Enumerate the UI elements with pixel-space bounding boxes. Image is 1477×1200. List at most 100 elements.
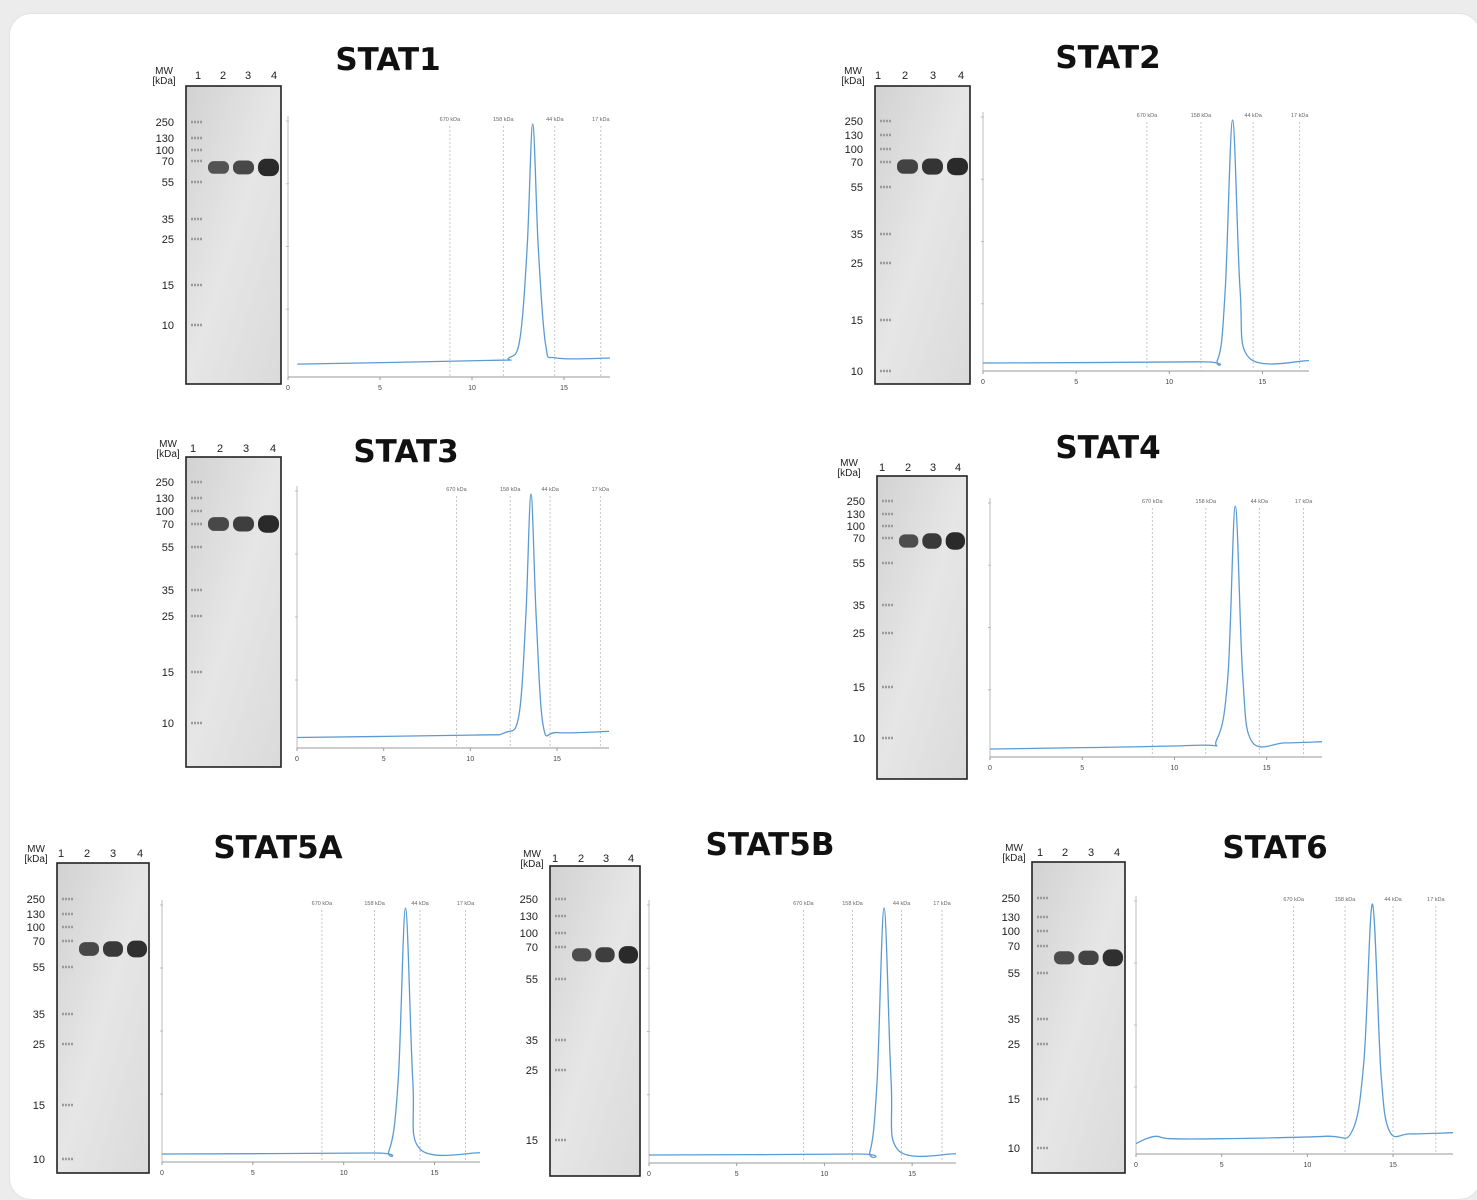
x-tick-label: 15 xyxy=(1263,765,1271,772)
calibration-marker-label: 158 kDa xyxy=(500,487,521,493)
calibration-marker-label: 17 kDa xyxy=(592,117,610,123)
ladder-tick-label: 250 xyxy=(1002,893,1020,905)
gel-lane-label: 1 xyxy=(879,462,885,474)
gel-image xyxy=(185,85,282,385)
gel-kda-label: [kDa] xyxy=(841,76,865,87)
x-tick-label: 15 xyxy=(560,385,568,392)
gel-mw-label: MW xyxy=(1005,843,1023,854)
gel-image xyxy=(876,475,968,780)
gel-lane-label: 3 xyxy=(1088,847,1094,859)
calibration-marker-label: 670 kDa xyxy=(1137,113,1158,119)
protein-band xyxy=(103,941,123,957)
calibration-marker-label: 44 kDa xyxy=(411,901,429,907)
gel-lane-label: 1 xyxy=(195,70,201,82)
calibration-marker-label: 670 kDa xyxy=(312,901,333,907)
gel-lane-label: 3 xyxy=(110,848,116,860)
x-tick-label: 15 xyxy=(1389,1162,1397,1169)
calibration-marker-label: 670 kDa xyxy=(440,117,461,123)
ladder-tick-label: 25 xyxy=(853,628,865,640)
gel-image xyxy=(56,862,150,1174)
calibration-marker-label: 44 kDa xyxy=(893,901,911,907)
gel-image xyxy=(185,456,282,768)
x-tick-label: 10 xyxy=(821,1171,829,1178)
ladder-tick-label: 55 xyxy=(33,962,45,974)
ladder-tick-label: 100 xyxy=(847,521,865,533)
gel-lane-label: 2 xyxy=(220,70,226,82)
ladder-tick-label: 100 xyxy=(1002,926,1020,938)
ladder-tick-label: 130 xyxy=(1002,912,1020,924)
ladder-tick-label: 25 xyxy=(851,258,863,270)
calibration-marker-label: 44 kDa xyxy=(1384,897,1402,903)
gel-lane-label: 2 xyxy=(217,443,223,455)
ladder-tick-label: 35 xyxy=(162,214,174,226)
ladder-tick-label: 130 xyxy=(27,909,45,921)
protein-band xyxy=(618,946,638,964)
calibration-marker-label: 670 kDa xyxy=(1283,897,1304,903)
gel-mw-label: MW xyxy=(523,849,541,860)
x-tick-label: 0 xyxy=(988,765,992,772)
x-tick-label: 0 xyxy=(647,1171,651,1178)
ladder-tick-label: 250 xyxy=(156,117,174,129)
ladder-tick-label: 25 xyxy=(1008,1039,1020,1051)
ladder-tick-label: 130 xyxy=(845,130,863,142)
calibration-marker-label: 158 kDa xyxy=(1335,897,1356,903)
x-tick-label: 5 xyxy=(1074,379,1078,386)
ladder-tick-label: 70 xyxy=(33,936,45,948)
protein-band xyxy=(233,160,254,175)
ladder-tick-label: 130 xyxy=(520,911,538,923)
ladder-tick-label: 10 xyxy=(33,1154,45,1166)
chromatogram-trace xyxy=(982,119,1310,366)
gel-mw-label: MW xyxy=(159,439,177,450)
calibration-marker-label: 17 kDa xyxy=(1291,113,1309,119)
calibration-marker-label: 44 kDa xyxy=(546,117,564,123)
gel-lane-label: 3 xyxy=(930,462,936,474)
ladder-tick-label: 250 xyxy=(520,894,538,906)
protein-band xyxy=(258,158,279,177)
ladder-tick-label: 35 xyxy=(33,1009,45,1021)
x-tick-label: 10 xyxy=(340,1170,348,1177)
chromatogram-trace xyxy=(1135,903,1454,1145)
ladder-tick-label: 15 xyxy=(162,667,174,679)
ladder-tick-label: 25 xyxy=(33,1039,45,1051)
gel-lane-label: 4 xyxy=(271,70,277,82)
chart-title: STAT6 xyxy=(1222,830,1327,866)
ladder-tick-label: 70 xyxy=(162,519,174,531)
x-tick-label: 5 xyxy=(735,1171,739,1178)
ladder-tick-label: 70 xyxy=(162,156,174,168)
chart-title: STAT5B xyxy=(706,827,835,863)
x-tick-label: 15 xyxy=(1259,379,1267,386)
x-tick-label: 5 xyxy=(1220,1162,1224,1169)
chromatogram-trace xyxy=(161,907,481,1157)
protein-band xyxy=(233,516,254,532)
ladder-tick-label: 10 xyxy=(1008,1143,1020,1155)
protein-band xyxy=(1078,950,1099,965)
protein-band xyxy=(208,161,229,174)
gel-lane-label: 3 xyxy=(603,853,609,865)
ladder-tick-label: 10 xyxy=(853,733,865,745)
ladder-tick-label: 100 xyxy=(845,144,863,156)
calibration-marker-label: 44 kDa xyxy=(1244,113,1262,119)
calibration-marker-label: 17 kDa xyxy=(457,901,475,907)
ladder-tick-label: 35 xyxy=(851,229,863,241)
ladder-tick-label: 15 xyxy=(33,1100,45,1112)
ladder-tick-label: 70 xyxy=(526,942,538,954)
gel-lane-label: 2 xyxy=(84,848,90,860)
gel-mw-label: MW xyxy=(840,458,858,469)
ladder-tick-label: 15 xyxy=(853,682,865,694)
chromatogram-trace xyxy=(989,505,1323,750)
gel-kda-label: [kDa] xyxy=(520,859,544,870)
ladder-tick-label: 15 xyxy=(526,1135,538,1147)
gel-lane-label: 4 xyxy=(1114,847,1120,859)
gel-kda-label: [kDa] xyxy=(156,449,180,460)
x-tick-label: 10 xyxy=(1303,1162,1311,1169)
gel-lane-label: 1 xyxy=(58,848,64,860)
gel-lane-label: 1 xyxy=(1037,847,1043,859)
calibration-marker-label: 17 kDa xyxy=(592,487,610,493)
chart-title: STAT2 xyxy=(1055,40,1160,76)
ladder-tick-label: 250 xyxy=(845,116,863,128)
gel-kda-label: [kDa] xyxy=(24,854,48,865)
